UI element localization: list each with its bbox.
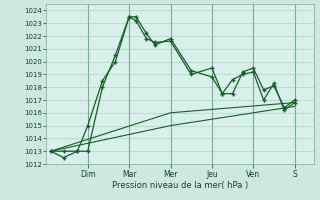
X-axis label: Pression niveau de la mer( hPa ): Pression niveau de la mer( hPa ) bbox=[112, 181, 248, 190]
